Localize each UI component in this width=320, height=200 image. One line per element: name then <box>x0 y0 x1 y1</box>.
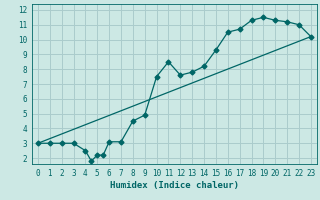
X-axis label: Humidex (Indice chaleur): Humidex (Indice chaleur) <box>110 181 239 190</box>
